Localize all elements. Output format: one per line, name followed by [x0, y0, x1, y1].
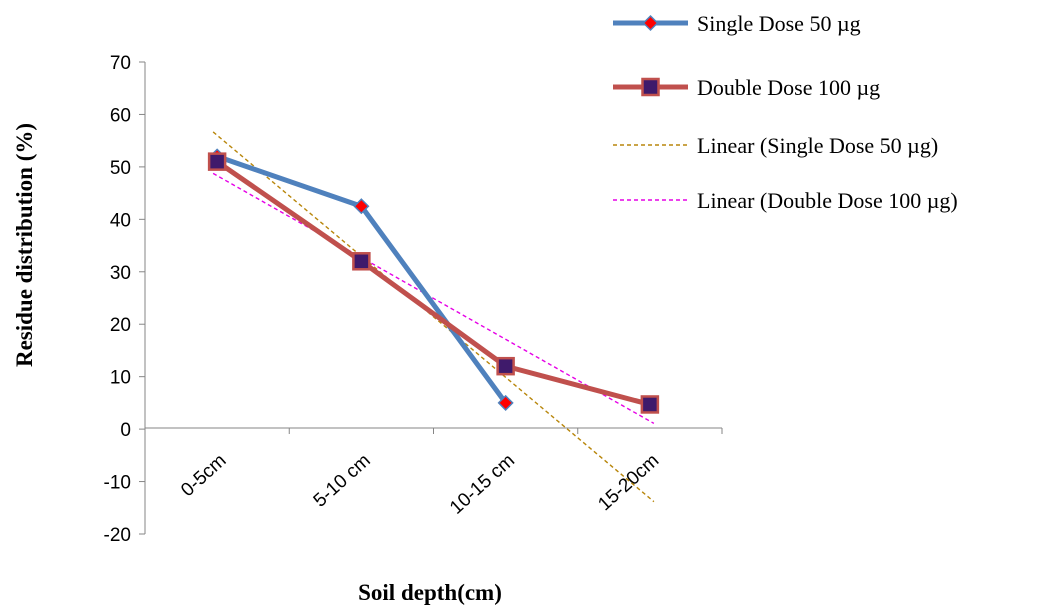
legend-marker — [642, 14, 659, 32]
legend-marker — [641, 77, 660, 97]
x-axis-title: Soil depth(cm) — [358, 580, 502, 605]
trendline — [212, 172, 655, 425]
legend: Single Dose 50 µg Double Dose 100 µg Linea… — [613, 11, 958, 213]
series-layer — [207, 148, 660, 414]
data-point — [496, 356, 515, 376]
legend-label: Single Dose 50 µg — [697, 11, 861, 36]
series-line — [215, 159, 651, 407]
y-tick-label: 30 — [110, 263, 131, 284]
data-point — [497, 394, 514, 411]
x-tick-label: 0-5cm — [177, 450, 230, 501]
data-point — [352, 252, 371, 271]
data-point — [640, 395, 660, 414]
x-tick-label: 15-20cm — [594, 450, 663, 515]
y-tick-label: -10 — [104, 473, 131, 494]
legend-label: Linear (Double Dose 100 µg) — [697, 188, 958, 213]
y-tick-label: 70 — [110, 53, 131, 74]
legend-label: Double Dose 100 µg — [697, 75, 880, 100]
y-tick-label: 20 — [110, 315, 131, 336]
legend-label: Linear (Single Dose 50 µg) — [697, 133, 938, 158]
y-axis-title: Residue distribution (%) — [12, 123, 37, 367]
x-tick-label: 10-15 cm — [446, 450, 519, 519]
y-tick-label: -20 — [104, 525, 131, 546]
data-point — [207, 152, 227, 171]
data-point — [353, 198, 370, 215]
y-tick-label: 60 — [110, 105, 131, 126]
y-tick-label: 50 — [110, 158, 131, 179]
x-tick-label: 5-10 cm — [310, 450, 375, 512]
y-tick-label: 0 — [120, 420, 131, 441]
y-tick-label: 40 — [110, 210, 131, 231]
y-tick-label: 10 — [110, 368, 131, 389]
